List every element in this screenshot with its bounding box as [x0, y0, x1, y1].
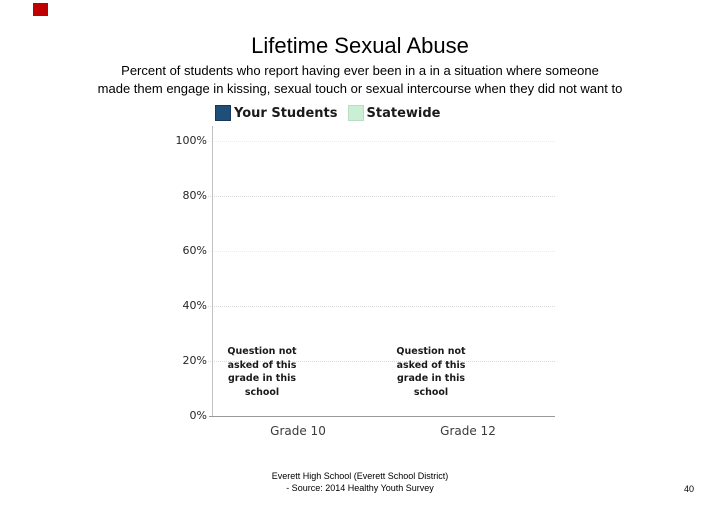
- legend-label-your-students: Your Students: [234, 105, 338, 121]
- footer-source-line: - Source: 2014 Healthy Youth Survey: [286, 483, 434, 493]
- no-data-annotation-grade-10: Question not asked of this grade in this…: [217, 345, 307, 399]
- y-axis-tick-label-60: 60%: [182, 244, 207, 257]
- chart-subtitle-line1: Percent of students who report having ev…: [121, 63, 599, 78]
- chart-subtitle: Percent of students who report having ev…: [0, 62, 720, 98]
- page-number: 40: [683, 484, 694, 494]
- y-axis-tick-label-20: 20%: [182, 354, 207, 367]
- legend-label-statewide: Statewide: [366, 105, 441, 121]
- annotation-line: asked of this: [227, 359, 297, 371]
- y-axis-tick-label-80: 80%: [182, 189, 207, 202]
- no-data-annotation-grade-12: Question not asked of this grade in this…: [386, 345, 476, 399]
- chart-subtitle-line2: made them engage in kissing, sexual touc…: [97, 81, 623, 96]
- y-axis-tick-label-100: 100%: [175, 134, 207, 147]
- y-axis-tick-label-0: 0%: [189, 409, 207, 422]
- chart-legend: Your Students Statewide: [215, 105, 451, 121]
- x-axis-line: [209, 416, 555, 417]
- gridline-80: [208, 196, 555, 197]
- annotation-line: school: [413, 386, 449, 398]
- legend-swatch-statewide: [347, 105, 364, 121]
- footer-school-line: Everett High School (Everett School Dist…: [271, 471, 449, 481]
- chart-title: Lifetime Sexual Abuse: [251, 33, 469, 58]
- annotation-line: Question not: [396, 346, 466, 357]
- x-axis-label-grade-12: Grade 12: [440, 424, 496, 438]
- annotation-line: asked of this: [396, 359, 466, 371]
- annotation-line: grade in this: [397, 373, 465, 384]
- x-axis-label-grade-10: Grade 10: [270, 424, 326, 438]
- gridline-60: [208, 251, 555, 252]
- footer: Everett High School (Everett School Dist…: [0, 470, 720, 494]
- y-axis-tick-label-40: 40%: [182, 299, 207, 312]
- legend-swatch-your-students: [215, 105, 231, 121]
- red-marker: [33, 3, 48, 16]
- gridline-20: [208, 361, 555, 362]
- gridline-40: [208, 306, 555, 307]
- y-axis-line: [212, 126, 213, 416]
- annotation-line: grade in this: [228, 373, 296, 384]
- annotation-line: Question not: [227, 346, 297, 357]
- gridline-100: [208, 141, 555, 142]
- annotation-line: school: [244, 386, 280, 398]
